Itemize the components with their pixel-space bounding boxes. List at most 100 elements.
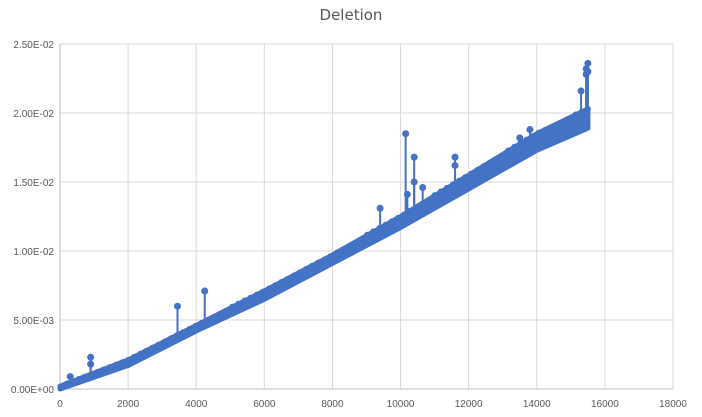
data-point [437, 188, 444, 195]
data-point [327, 253, 334, 260]
data-point [100, 366, 107, 373]
x-tick-label: 2000 [117, 399, 140, 410]
data-point [548, 124, 555, 131]
data-point [431, 192, 438, 199]
data-point [560, 118, 567, 125]
data-point [309, 262, 316, 269]
data-point [143, 347, 150, 354]
x-tick-label: 6000 [253, 399, 276, 410]
x-tick-label: 0 [57, 399, 63, 410]
data-point [407, 207, 414, 214]
data-point [161, 338, 168, 345]
data-point [474, 166, 481, 173]
data-point [358, 236, 365, 243]
data-point [541, 126, 548, 133]
data-point [149, 344, 156, 351]
outlier-point [201, 287, 209, 295]
data-point [554, 121, 561, 128]
y-tick-label: 1.00E-02 [13, 247, 54, 258]
data-point [511, 143, 518, 150]
outlier-point [87, 353, 95, 361]
data-point [290, 272, 297, 279]
data-point [351, 239, 358, 246]
outlier-point [584, 59, 592, 67]
data-point [480, 163, 487, 170]
outlier-point [516, 134, 524, 142]
data-point [118, 359, 125, 366]
data-point [382, 221, 389, 228]
data-point [425, 197, 432, 204]
x-tick-label: 10000 [387, 399, 415, 410]
data-point [278, 279, 285, 286]
x-tick-label: 4000 [185, 399, 208, 410]
data-point [247, 294, 254, 301]
data-point [192, 322, 199, 329]
x-tick-label: 8000 [321, 399, 344, 410]
x-tick-label: 18000 [659, 399, 687, 410]
data-point [505, 147, 512, 154]
data-point [492, 156, 499, 163]
x-tick-label: 14000 [523, 399, 551, 410]
x-tick-label: 12000 [455, 399, 483, 410]
outlier-point [526, 126, 534, 134]
data-point [296, 269, 303, 276]
data-point [63, 380, 70, 387]
outlier-point [173, 302, 181, 310]
data-point [462, 174, 469, 181]
data-point [364, 231, 371, 238]
data-point [468, 170, 475, 177]
outlier-point [419, 184, 427, 192]
outlier-point [402, 130, 410, 138]
data-point [388, 218, 395, 225]
data-point [106, 364, 113, 371]
data-point [284, 275, 291, 282]
data-point [186, 325, 193, 332]
outlier-point [376, 204, 384, 212]
data-point [443, 184, 450, 191]
data-point [321, 256, 328, 263]
data-point [125, 357, 132, 364]
outlier-point [66, 373, 74, 381]
data-point [370, 228, 377, 235]
data-point [137, 350, 144, 357]
data-point [198, 319, 205, 326]
y-tick-label: 1.50E-02 [13, 178, 54, 189]
data-point [499, 152, 506, 159]
data-point [566, 115, 573, 122]
data-point [94, 368, 101, 375]
data-point [217, 310, 224, 317]
data-point [572, 111, 579, 118]
y-tick-label: 5.00E-03 [13, 316, 54, 327]
data-point [235, 300, 242, 307]
chart-title: Deletion [319, 6, 383, 24]
data-point [210, 313, 217, 320]
data-point [339, 246, 346, 253]
data-point [333, 249, 340, 256]
outlier-point [577, 87, 585, 95]
data-point [315, 259, 322, 266]
data-point [456, 177, 463, 184]
data-point [229, 303, 236, 310]
data-point [394, 214, 401, 221]
data-point [266, 285, 273, 292]
y-tick-label: 2.00E-02 [13, 109, 54, 120]
x-tick-label: 16000 [591, 399, 619, 410]
outlier-point [87, 360, 95, 368]
data-point [272, 282, 279, 289]
data-point [486, 159, 493, 166]
outlier-point [451, 161, 459, 169]
data-point [112, 361, 119, 368]
data-point [223, 307, 230, 314]
data-point [529, 133, 536, 140]
data-point [241, 297, 248, 304]
outlier-point [451, 153, 459, 161]
data-point [302, 266, 309, 273]
data-point [253, 291, 260, 298]
outlier-point [403, 190, 411, 198]
y-tick-label: 2.50E-02 [13, 40, 54, 51]
outlier-point [410, 153, 418, 161]
data-point [131, 353, 138, 360]
data-point [82, 373, 89, 380]
